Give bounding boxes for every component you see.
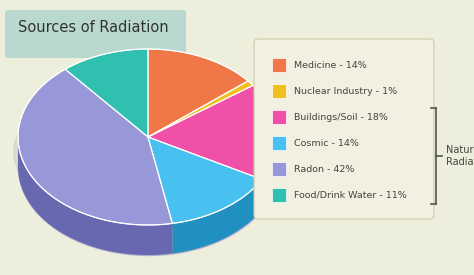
Text: Cosmic - 14%: Cosmic - 14% [294,139,359,147]
FancyBboxPatch shape [272,58,286,72]
FancyBboxPatch shape [5,10,186,58]
FancyBboxPatch shape [272,188,286,202]
FancyBboxPatch shape [272,162,286,176]
FancyBboxPatch shape [254,39,434,219]
Text: Food/Drink Water - 11%: Food/Drink Water - 11% [294,191,407,199]
Polygon shape [148,49,248,137]
Polygon shape [18,69,173,225]
Polygon shape [18,138,173,255]
Text: Radon - 42%: Radon - 42% [294,164,355,174]
Polygon shape [173,179,262,254]
Polygon shape [148,137,262,224]
Text: Natural
Radiation 85%: Natural Radiation 85% [446,145,474,167]
Polygon shape [65,49,148,137]
Text: Sources of Radiation: Sources of Radiation [18,21,169,35]
Text: Nuclear Industry - 1%: Nuclear Industry - 1% [294,87,397,95]
FancyBboxPatch shape [272,84,286,98]
FancyBboxPatch shape [272,110,286,124]
Ellipse shape [14,76,282,228]
Polygon shape [148,81,253,137]
Polygon shape [262,136,278,209]
Text: Medicine - 14%: Medicine - 14% [294,60,367,70]
Text: Buildings/Soil - 18%: Buildings/Soil - 18% [294,112,388,122]
Polygon shape [148,85,278,179]
FancyBboxPatch shape [272,136,286,150]
